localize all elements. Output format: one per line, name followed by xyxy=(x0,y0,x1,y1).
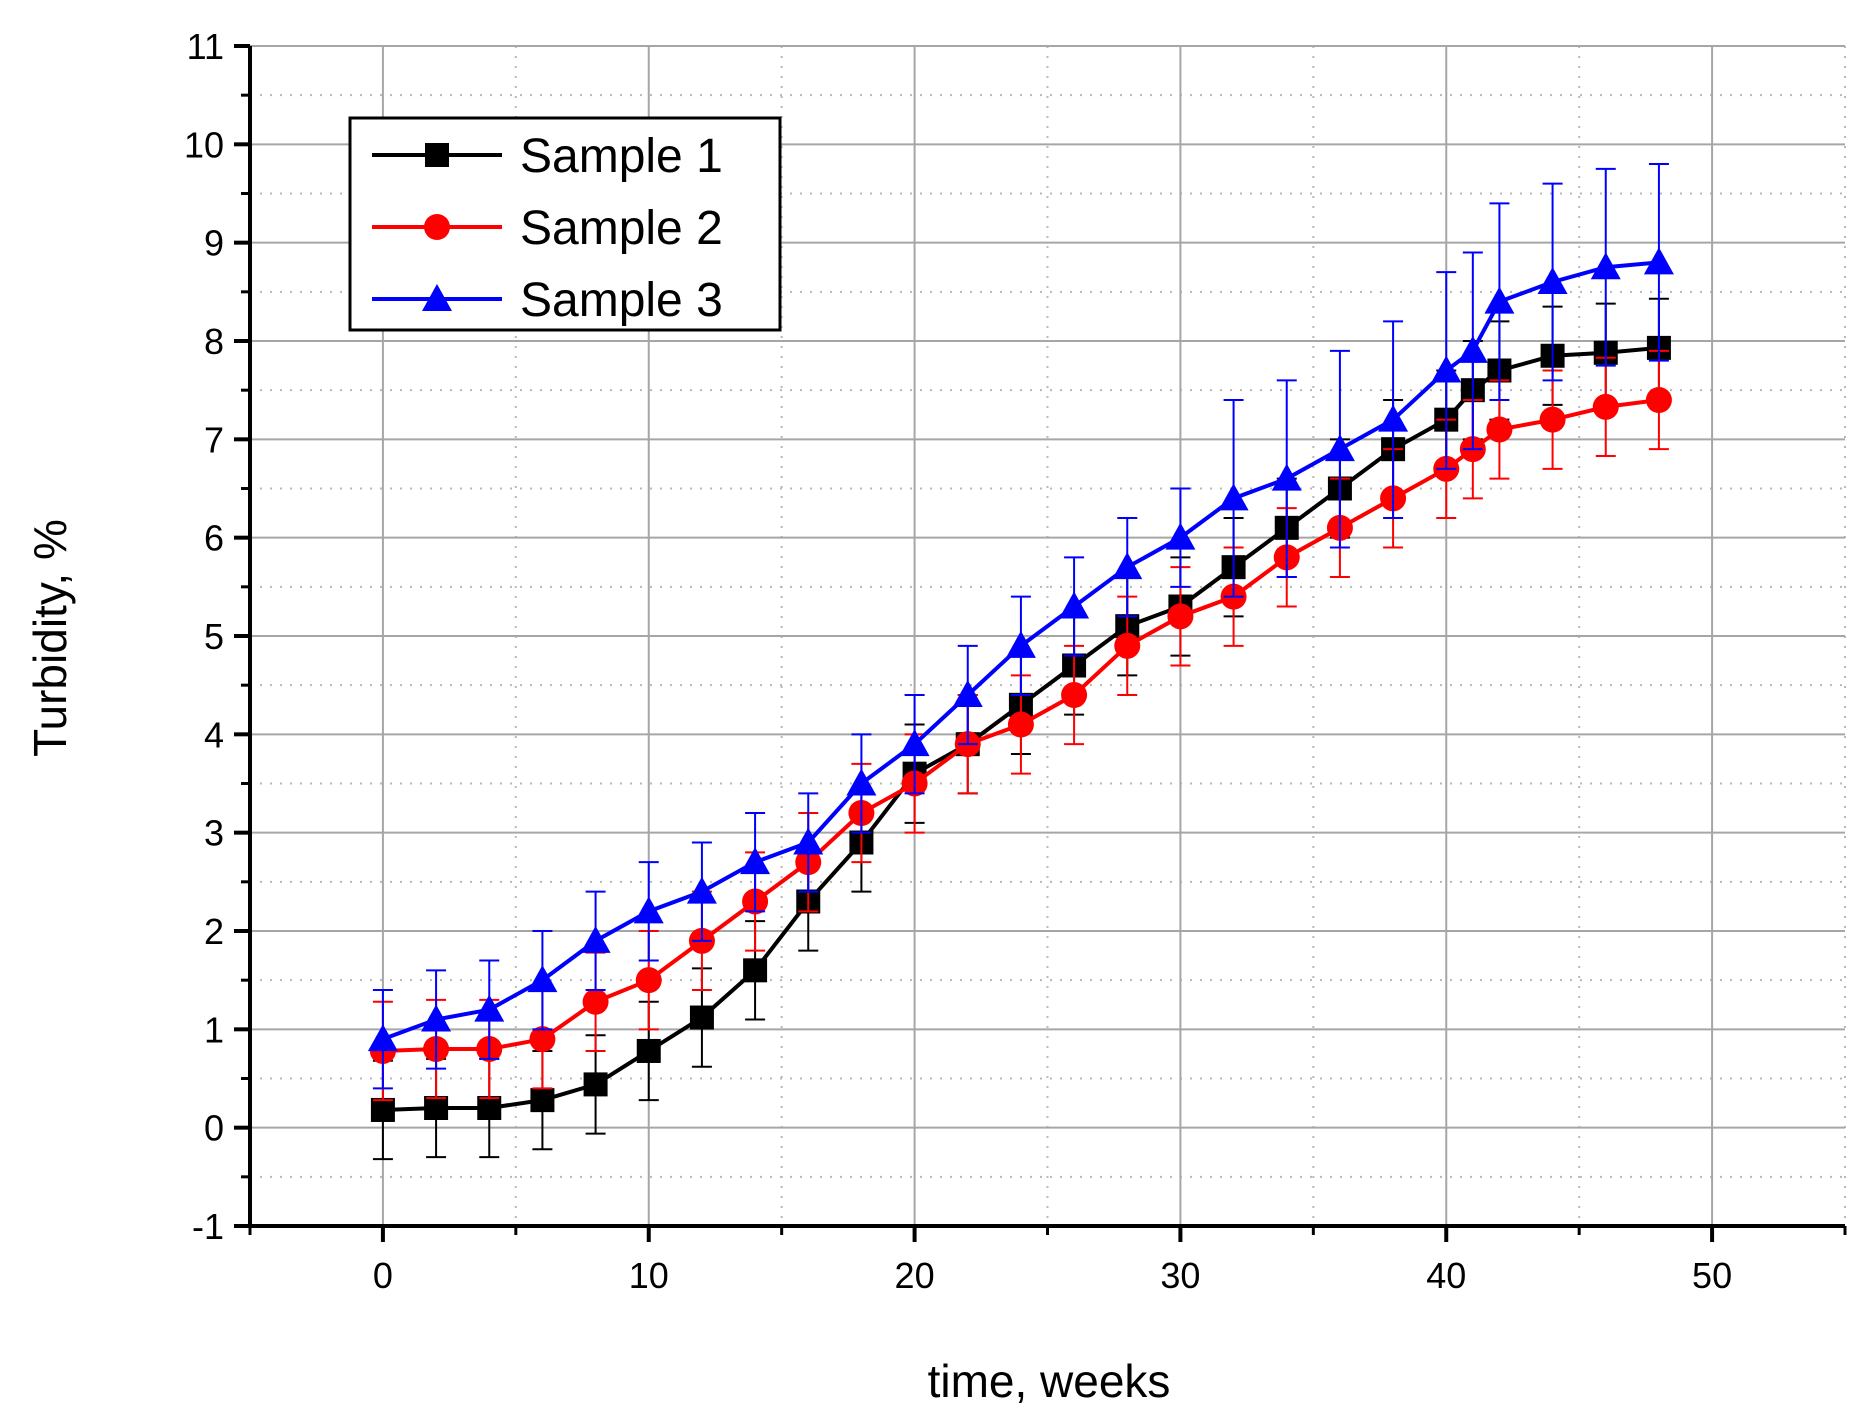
legend-label: Sample 1 xyxy=(520,130,723,183)
data-point xyxy=(1059,591,1090,619)
data-point xyxy=(582,988,609,1015)
data-point xyxy=(635,967,662,994)
data-point xyxy=(1112,552,1143,580)
data-point xyxy=(530,1088,555,1113)
series xyxy=(367,163,1674,1161)
data-point xyxy=(477,1096,502,1120)
data-point xyxy=(952,680,983,707)
y-tick-label: 2 xyxy=(204,911,224,952)
x-axis-title: time, weeks xyxy=(928,1355,1171,1407)
data-point xyxy=(527,965,558,993)
x-tick-label: 20 xyxy=(895,1255,935,1296)
data-point xyxy=(1486,416,1513,443)
y-tick-label: 5 xyxy=(204,616,224,657)
data-point xyxy=(740,847,771,875)
data-point xyxy=(1645,387,1672,413)
x-tick-label: 40 xyxy=(1426,1255,1466,1296)
data-point xyxy=(1431,355,1462,383)
y-tick-label: 10 xyxy=(184,124,224,165)
y-tick-label: 0 xyxy=(204,1108,224,1149)
legend-marker xyxy=(425,143,449,167)
y-tick-label: 7 xyxy=(204,419,224,460)
y-tick-label: 6 xyxy=(204,518,224,559)
data-point xyxy=(1643,247,1674,275)
data-point xyxy=(580,925,611,953)
data-point xyxy=(1590,252,1621,280)
y-tick-label: 3 xyxy=(204,813,224,854)
data-point xyxy=(686,876,717,904)
data-point xyxy=(1484,286,1515,314)
data-point xyxy=(583,1072,608,1097)
data-point xyxy=(1167,603,1194,630)
y-tick-label: -1 xyxy=(192,1206,224,1247)
legend-label: Sample 2 xyxy=(520,202,723,255)
data-point xyxy=(474,994,505,1022)
data-point xyxy=(1457,335,1488,363)
series-2 xyxy=(369,349,1672,1102)
data-point xyxy=(899,729,930,757)
data-point xyxy=(1324,434,1355,462)
y-axis-title: Turbidity, % xyxy=(24,519,76,757)
data-point xyxy=(424,1096,449,1120)
data-point xyxy=(1007,711,1034,738)
y-tick-label: 4 xyxy=(204,714,224,755)
data-point xyxy=(743,958,768,983)
data-point xyxy=(1061,682,1088,708)
data-point xyxy=(367,1024,398,1052)
y-tick-label: 1 xyxy=(204,1009,224,1050)
x-tick-label: 30 xyxy=(1160,1255,1200,1296)
y-tick-label: 8 xyxy=(204,321,224,362)
data-point xyxy=(1537,267,1568,294)
y-tick-label: 9 xyxy=(204,223,224,264)
data-point xyxy=(846,768,877,796)
data-point xyxy=(1005,630,1036,658)
data-point xyxy=(421,1004,452,1032)
data-point xyxy=(793,827,824,855)
x-tick-label: 10 xyxy=(629,1255,669,1296)
legend-marker xyxy=(422,284,452,311)
data-point xyxy=(1165,522,1196,550)
data-point xyxy=(636,1038,661,1063)
legend-marker xyxy=(424,214,450,240)
data-point xyxy=(529,1026,556,1053)
series-3 xyxy=(367,163,1674,1090)
data-point xyxy=(1592,393,1619,420)
data-point xyxy=(1271,463,1302,491)
legend-label: Sample 3 xyxy=(520,274,723,327)
data-point xyxy=(1114,632,1141,659)
data-point xyxy=(1378,404,1409,432)
data-point xyxy=(689,1005,714,1030)
x-tick-label: 0 xyxy=(373,1255,393,1296)
data-point xyxy=(370,1097,395,1122)
legend: Sample 1 Sample 2 Sample 3 xyxy=(348,116,782,332)
data-point xyxy=(1539,406,1566,433)
data-point xyxy=(1218,483,1249,511)
data-point xyxy=(633,896,664,924)
y-tick-label: 11 xyxy=(187,26,224,67)
grid xyxy=(249,45,1846,1227)
axes: -1 0 1 2 3 4 5 6 7 8 9 10 11 0 10 20 30 40 50 xyxy=(184,26,1847,1296)
x-tick-label: 50 xyxy=(1692,1255,1732,1296)
